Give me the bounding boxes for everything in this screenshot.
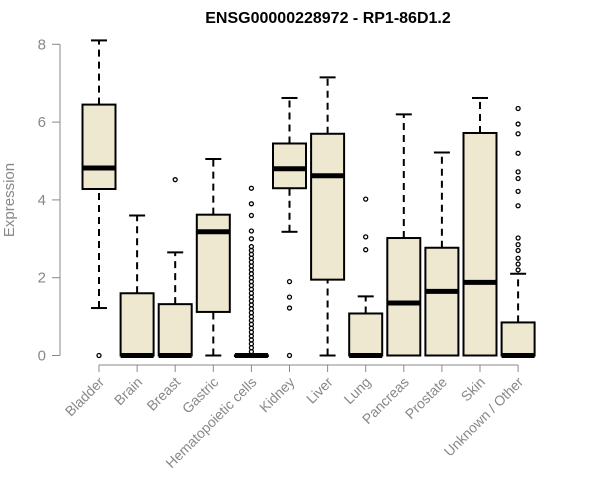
outlier-point [515, 188, 521, 194]
outlier-point [286, 305, 293, 311]
outlier-point [248, 236, 255, 242]
x-tick-label: Prostate [402, 374, 450, 422]
y-tick-label: 0 [38, 348, 46, 365]
box-bladder [81, 39, 117, 359]
outlier-point [363, 247, 369, 253]
outlier-point [286, 294, 293, 300]
x-tick-label: Skin [458, 374, 489, 405]
outlier-point [363, 234, 369, 240]
y-tick-label: 8 [38, 36, 46, 53]
outlier-point [515, 150, 521, 156]
box-liver [310, 76, 346, 357]
outlier-point [515, 247, 521, 254]
outlier-point [515, 261, 521, 267]
outlier-point [248, 201, 255, 207]
iqr-box [81, 103, 117, 191]
y-tick-label: 2 [38, 270, 46, 287]
outlier-point [515, 105, 521, 112]
outlier-point [248, 212, 255, 219]
x-tick-label: Bladder [62, 374, 108, 420]
outlier-point [248, 228, 255, 234]
outlier-point [515, 241, 521, 248]
box-unknown-other [500, 105, 536, 358]
outlier-point [248, 243, 255, 250]
box-prostate [424, 151, 460, 357]
x-tick-label: Kidney [256, 374, 298, 416]
outlier-point [515, 267, 521, 273]
box-lung [348, 196, 384, 358]
outlier-point [515, 255, 521, 261]
iqr-box [157, 303, 193, 357]
chart-title: ENSG00000228972 - RP1-86D1.2 [205, 10, 451, 27]
outlier-point [515, 235, 521, 241]
iqr-box [386, 237, 422, 357]
box-pancreas [386, 113, 422, 357]
y-axis: 0 2 4 6 8 [38, 36, 61, 365]
outlier-point [172, 177, 178, 183]
outlier-point [363, 196, 369, 202]
iqr-box [310, 132, 346, 281]
outlier-point [515, 175, 521, 182]
box-hematopoietic-cells [233, 185, 269, 358]
outlier-point [515, 203, 521, 209]
iqr-box [272, 142, 307, 190]
x-tick-label: Lung [340, 374, 373, 407]
x-tick-label: Liver [303, 374, 336, 407]
outlier-point [286, 352, 293, 359]
iqr-box [424, 246, 460, 357]
outlier-point [248, 185, 255, 191]
y-tick-label: 6 [38, 114, 46, 131]
iqr-box [500, 321, 536, 357]
outlier-point [286, 278, 293, 285]
iqr-box [462, 131, 498, 357]
box-gastric [195, 158, 231, 357]
iqr-box [119, 292, 155, 357]
y-tick-label: 4 [38, 192, 46, 209]
outlier-point [515, 169, 521, 175]
box-brain [119, 214, 155, 358]
boxes [81, 39, 536, 359]
outlier-point [515, 121, 521, 127]
box-skin [462, 96, 498, 357]
iqr-box [348, 312, 384, 357]
y-axis-label: Expression [1, 163, 18, 237]
x-tick-label: Breast [143, 374, 183, 414]
outlier-point [96, 352, 102, 359]
box-breast [157, 177, 193, 358]
outlier-point [515, 131, 521, 137]
x-tick-label: Brain [111, 374, 145, 408]
iqr-box [195, 213, 231, 313]
box-kidney [272, 96, 307, 359]
